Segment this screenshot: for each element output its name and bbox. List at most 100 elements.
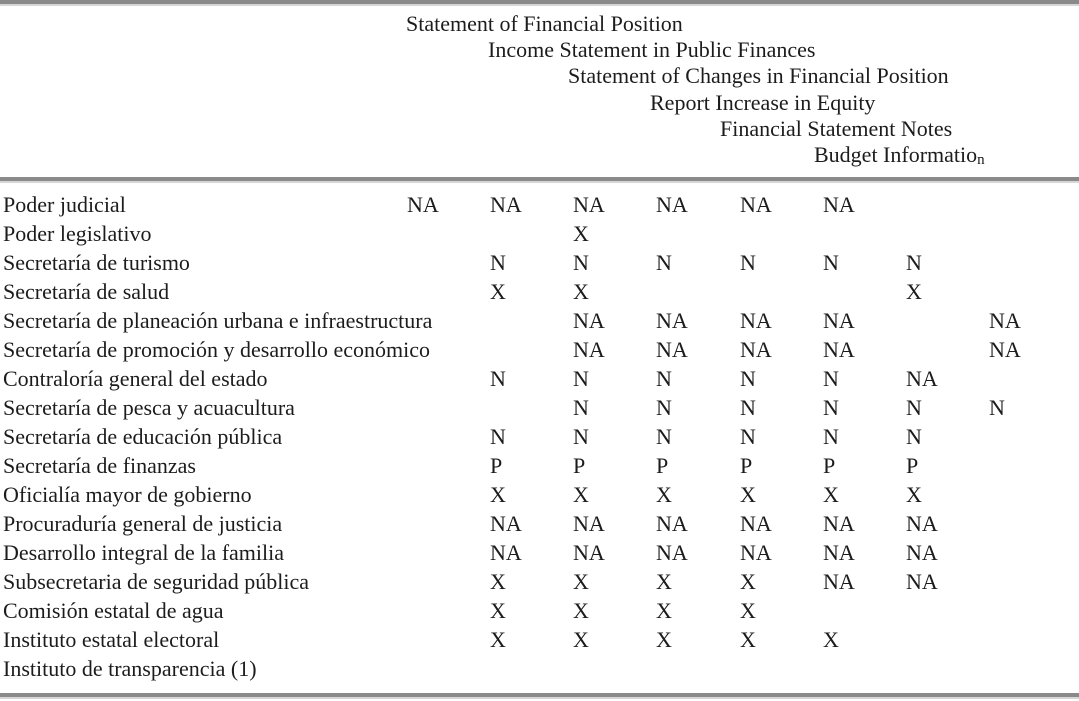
entity-label: Instituto de transparencia (1) [3, 656, 257, 681]
entity-label: Secretaría de pesca y acuacultura [3, 395, 295, 420]
cell-col-3: N [573, 250, 589, 275]
header-divider-rule [0, 177, 1079, 183]
table-row: Secretaría de pesca y acuacultura N N N … [0, 393, 1079, 422]
cell-col-3: X [573, 221, 589, 246]
cell-col-6: X [823, 482, 839, 507]
column-header-statement-of-changes-financial-position: Statement of Changes in Financial Positi… [568, 63, 949, 89]
entity-label: Secretaría de finanzas [3, 453, 196, 478]
cell-col-6: NA [823, 308, 855, 333]
cell-col-6: N [823, 366, 839, 391]
cell-col-7: N [906, 395, 922, 420]
column-header-budget-information: Budget Information [814, 142, 985, 168]
cell-col-3: P [573, 453, 586, 478]
column-header-label: Statement of Changes in Financial Positi… [568, 63, 949, 88]
table-row: Contraloría general del estado N N N N N… [0, 364, 1079, 393]
cell-col-4: P [656, 453, 669, 478]
cell-col-7: P [906, 453, 919, 478]
bottom-rule [0, 693, 1079, 699]
entity-label: Subsecretaria de seguridad pública [3, 569, 310, 594]
entity-label: Poder legislativo [3, 221, 152, 246]
cell-col-4: NA [656, 308, 688, 333]
column-header-report-increase-in-equity: Report Increase in Equity [650, 90, 875, 116]
column-header-income-statement-public-finances: Income Statement in Public Finances [488, 37, 816, 63]
cell-col-2: X [490, 482, 506, 507]
cell-col-1: NA [407, 192, 439, 217]
cell-col-5: N [740, 395, 756, 420]
cell-col-6: NA [823, 511, 855, 536]
column-header-label: Report Increase in Equity [650, 90, 876, 115]
cell-col-5: N [740, 424, 756, 449]
table-row: Instituto estatal electoral X X X X X [0, 625, 1079, 654]
entity-label: Secretaría de educación pública [3, 424, 283, 449]
cell-col-3: X [573, 627, 589, 652]
table-row: Secretaría de educación pública N N N N … [0, 422, 1079, 451]
cell-col-4: X [656, 598, 672, 623]
cell-col-2: NA [490, 540, 522, 565]
column-header-label: Budget Informatio [814, 142, 978, 167]
table-body: Poder judicial NA NA NA NA NA NA Poder l… [0, 190, 1079, 683]
cell-col-8: NA [989, 308, 1021, 333]
cell-col-4: NA [656, 192, 688, 217]
table-row: Poder judicial NA NA NA NA NA NA [0, 190, 1079, 219]
cell-col-7: NA [906, 540, 938, 565]
cell-col-3: N [573, 366, 589, 391]
cell-col-5: NA [740, 192, 772, 217]
cell-col-2: NA [490, 511, 522, 536]
cell-col-2: NA [490, 192, 522, 217]
cell-col-7: NA [906, 511, 938, 536]
cell-col-5: NA [740, 511, 772, 536]
cell-col-4: X [656, 482, 672, 507]
entity-label: Comisión estatal de agua [3, 598, 224, 623]
cell-col-3: NA [573, 337, 605, 362]
cell-col-5: N [740, 366, 756, 391]
cell-col-2: X [490, 569, 506, 594]
cell-col-7: N [906, 424, 922, 449]
cell-col-5: NA [740, 540, 772, 565]
cell-col-8: NA [989, 337, 1021, 362]
cell-col-5: P [740, 453, 753, 478]
table-row: Comisión estatal de agua X X X X [0, 596, 1079, 625]
column-header-label: Statement of Financial Position [406, 11, 683, 36]
cell-col-4: NA [656, 540, 688, 565]
table-row: Secretaría de promoción y desarrollo eco… [0, 335, 1079, 364]
table-row: Desarrollo integral de la familia NA NA … [0, 538, 1079, 567]
cell-col-2: N [490, 250, 506, 275]
entity-label: Contraloría general del estado [3, 366, 268, 391]
column-header-label: Financial Statement Notes [720, 116, 953, 141]
cell-col-3: NA [573, 308, 605, 333]
cell-col-4: N [656, 395, 672, 420]
cell-col-7: X [906, 482, 922, 507]
table-row: Procuraduría general de justicia NA NA N… [0, 509, 1079, 538]
cell-col-5: X [740, 598, 756, 623]
cell-col-6: N [823, 424, 839, 449]
cell-col-4: N [656, 366, 672, 391]
entity-label: Oficialía mayor de gobierno [3, 482, 252, 507]
table-row: Secretaría de planeación urbana e infrae… [0, 306, 1079, 335]
table-row: Subsecretaria de seguridad pública X X X… [0, 567, 1079, 596]
table-row: Poder legislativo X [0, 219, 1079, 248]
cell-col-6: NA [823, 540, 855, 565]
entity-label: Desarrollo integral de la familia [3, 540, 284, 565]
entity-label: Secretaría de turismo [3, 250, 190, 275]
cell-col-5: X [740, 569, 756, 594]
cell-col-7: N [906, 250, 922, 275]
cell-col-2: N [490, 424, 506, 449]
entity-label: Secretaría de promoción y desarrollo eco… [3, 337, 431, 362]
cell-col-2: X [490, 598, 506, 623]
column-header-statement-of-financial-position: Statement of Financial Position [406, 11, 683, 37]
column-header-financial-statement-notes: Financial Statement Notes [720, 116, 952, 142]
cell-col-8: N [989, 395, 1005, 420]
table-row: Secretaría de salud X X X [0, 277, 1079, 306]
cell-col-6: NA [823, 192, 855, 217]
cell-col-3: X [573, 598, 589, 623]
entity-label: Secretaría de planeación urbana e infrae… [3, 308, 433, 333]
table-row: Instituto de transparencia (1) [0, 654, 1079, 683]
cell-col-6: P [823, 453, 836, 478]
cell-col-3: X [573, 569, 589, 594]
cell-col-2: P [490, 453, 503, 478]
cell-col-3: NA [573, 511, 605, 536]
cell-col-6: X [823, 627, 839, 652]
entity-label: Instituto estatal electoral [3, 627, 220, 652]
cell-col-7: X [906, 279, 922, 304]
